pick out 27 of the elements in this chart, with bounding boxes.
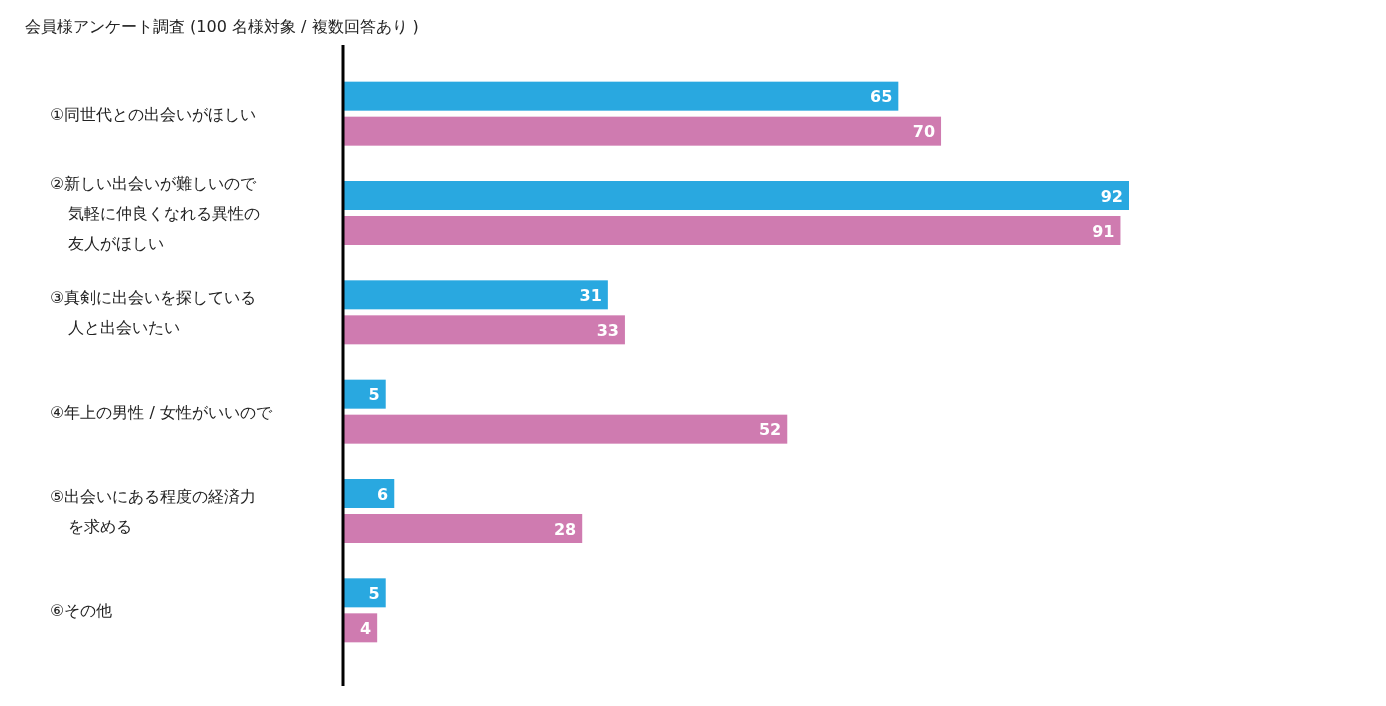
data-label: 33 [596,320,619,340]
data-label: 91 [1092,221,1115,241]
bar [343,216,1121,245]
bar [343,280,608,310]
data-label: 28 [553,519,577,539]
y-tick-label: ⑥その他 [50,601,113,621]
data-label: 5 [368,583,380,603]
y-tick-label: ③真剣に出会いを探している人と出会いたい [50,288,257,338]
data-label: 6 [377,484,389,504]
data-label: 31 [579,285,602,305]
bar [343,81,899,111]
bar [343,514,583,543]
bar [343,315,625,345]
y-tick-label: ①同世代との出会いがほしい [50,104,257,124]
data-label: 92 [1100,186,1123,206]
bar [343,414,788,444]
bar [343,181,1129,210]
data-label: 65 [870,87,893,107]
y-tick-label: ②新しい出会いが難しいので気軽に仲良くなれる異性の友人がほしい [50,174,260,253]
y-tick-label: ④年上の男性 / 女性がいいので [50,402,273,422]
chart-title: 会員様アンケート調査 (100 名様対象 / 複数回答あり ) [25,17,419,36]
data-label: 70 [912,122,936,142]
y-tick-label: ⑤出会いにある程度の経済力を求める [50,487,257,536]
data-label: 52 [759,420,782,440]
bar [343,116,942,146]
data-label: 4 [360,618,372,638]
data-label: 5 [368,385,380,405]
